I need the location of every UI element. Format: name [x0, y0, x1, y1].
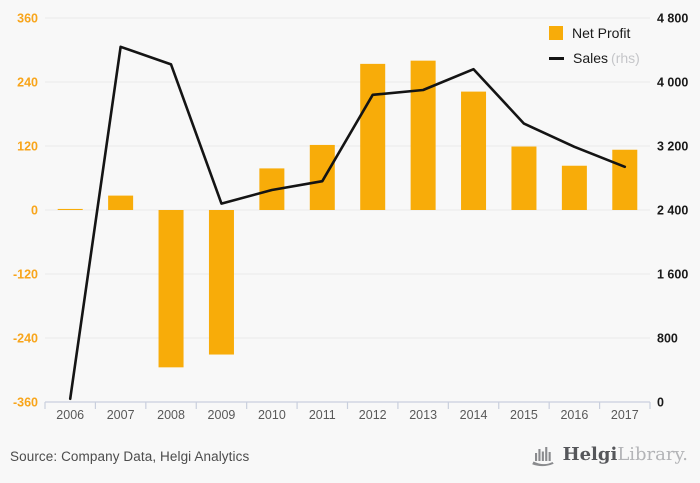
legend-rhs-suffix: (rhs): [611, 50, 640, 66]
bar-2011: [309, 144, 335, 210]
x-axis-year-label: 2006: [56, 408, 84, 422]
sales-line: [68, 45, 627, 401]
chart-area: 360 240 120 0 -120 -240 -360 4 800 4 000 3 200 2 4…: [13, 12, 688, 423]
legend: Net Profit Sales (rhs): [549, 25, 640, 66]
net-profit-swatch-icon: [549, 26, 563, 40]
bar-2016: [561, 165, 587, 210]
x-axis-year-label: 2011: [309, 408, 336, 422]
legend-net-profit-label: Net Profit: [572, 25, 631, 41]
logo-text: HelgiLibrary.: [562, 444, 688, 465]
x-axis-year-label: 2013: [409, 408, 437, 422]
right-axis-tick-label: 3 200: [657, 140, 688, 154]
helgi-bars-icon: [531, 447, 554, 467]
right-axis-tick-label: 1 600: [657, 268, 688, 282]
left-axis-tick-label: 120: [17, 140, 38, 154]
x-axis-year-label: 2009: [208, 408, 236, 422]
x-axis-year-label: 2007: [107, 408, 135, 422]
legend-sales-label: Sales (rhs): [573, 50, 640, 66]
x-axis-year-label: 2008: [157, 408, 185, 422]
left-axis-tick-label: 360: [17, 12, 38, 26]
bar-2007: [108, 195, 134, 210]
bar-2006: [57, 208, 83, 210]
x-axis-year-label: 2016: [560, 408, 588, 422]
x-axis-year-label: 2015: [510, 408, 538, 422]
net-profit-sales-chart: 360 240 120 0 -120 -240 -360 4 800 4 000 3 200 2 4…: [13, 12, 688, 423]
bar-2012: [360, 63, 386, 210]
bar-2015: [511, 146, 537, 210]
right-axis-tick-label: 4 800: [657, 12, 688, 26]
legend-item-sales: Sales (rhs): [549, 50, 640, 66]
bar-2017: [612, 149, 638, 210]
helgi-library-logo: HelgiLibrary.: [531, 443, 688, 467]
x-axis-year-label: 2017: [611, 408, 639, 422]
right-axis-tick-label: 800: [657, 332, 678, 346]
x-axis-year-label: 2012: [359, 408, 387, 422]
right-axis-tick-label: 4 000: [657, 76, 688, 90]
x-axis-year-label: 2014: [460, 408, 488, 422]
legend-item-net-profit: Net Profit: [549, 25, 640, 41]
left-axis-tick-label: -120: [13, 268, 38, 282]
source-note: Source: Company Data, Helgi Analytics: [10, 449, 250, 464]
left-axis-tick-label: -240: [13, 332, 38, 346]
left-axis-tick-label: 0: [31, 204, 38, 218]
left-axis-tick-label: 240: [17, 76, 38, 90]
right-axis-tick-label: 0: [657, 396, 664, 410]
sales-line-swatch-icon: [549, 56, 564, 60]
bar-2013: [410, 60, 436, 210]
bar-2008: [158, 210, 184, 368]
bar-2014: [461, 91, 487, 210]
footer: Source: Company Data, Helgi Analytics He…: [0, 430, 700, 483]
right-axis-tick-label: 2 400: [657, 204, 688, 218]
bar-2009: [208, 210, 234, 355]
x-axis-year-label: 2010: [258, 408, 286, 422]
left-axis-tick-label: -360: [13, 396, 38, 410]
